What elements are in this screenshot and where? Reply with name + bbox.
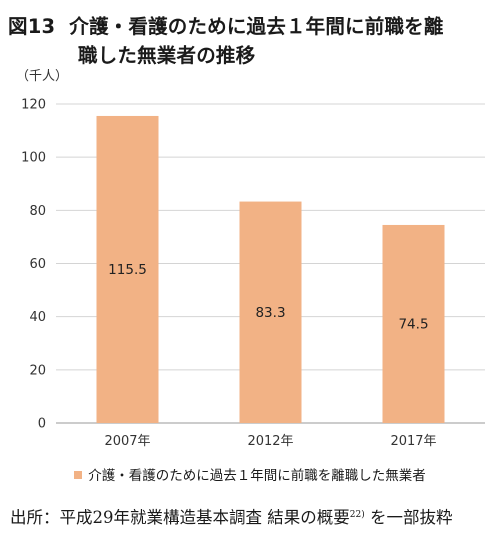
x-axis-ticks: 2007年 2012年 2017年 [104,434,436,449]
legend-swatch [74,471,83,479]
x-tick-label: 2012年 [247,434,293,449]
x-tick-label: 2017年 [390,434,436,449]
bar-data-label: 115.5 [108,262,147,278]
legend-label: 介護・看護のために過去１年間に前職を離職した無業者 [88,468,426,484]
y-tick-label: 20 [29,363,46,378]
source-suffix: を一部抜粋 [364,508,453,527]
bars: 115.5 83.3 74.5 [96,115,445,424]
source-prefix: 出所： [10,508,60,527]
source-footnote-ref: 22) [349,510,365,520]
x-tick-label: 2007年 [104,434,150,449]
figure-title-line2: 職した無業者の推移 [78,44,256,67]
y-tick-label: 60 [29,257,46,272]
figure-title-line1: 介護・看護のために過去１年間に前職を離 [69,15,444,38]
y-tick-label: 0 [38,417,46,432]
bar-data-label: 74.5 [398,316,428,332]
source-note: 出所：平成29年就業構造基本調査 結果の概要22) を一部抜粋 [10,504,494,529]
y-tick-label: 120 [21,98,46,113]
y-axis-unit-label: （千人） [16,69,68,84]
bar [382,224,445,423]
y-axis-ticks: 0 20 40 60 80 100 120 [21,98,46,432]
bar [239,201,302,423]
bar-data-label: 83.3 [255,305,285,321]
figure-title: 図13 介護・看護のために過去１年間に前職を離 職した無業者の推移 [8,12,492,70]
y-tick-label: 100 [21,151,46,166]
y-tick-label: 80 [29,204,46,219]
y-tick-label: 40 [29,310,46,325]
bar [96,115,159,424]
source-text: 平成29年就業構造基本調査 結果の概要 [59,508,350,527]
chart-legend: 介護・看護のために過去１年間に前職を離職した無業者 [0,464,500,484]
figure-number: 図13 [8,15,56,38]
bar-chart: 0 20 40 60 80 100 120 115.5 83.3 74.5 2007年 2012年… [16,69,485,449]
